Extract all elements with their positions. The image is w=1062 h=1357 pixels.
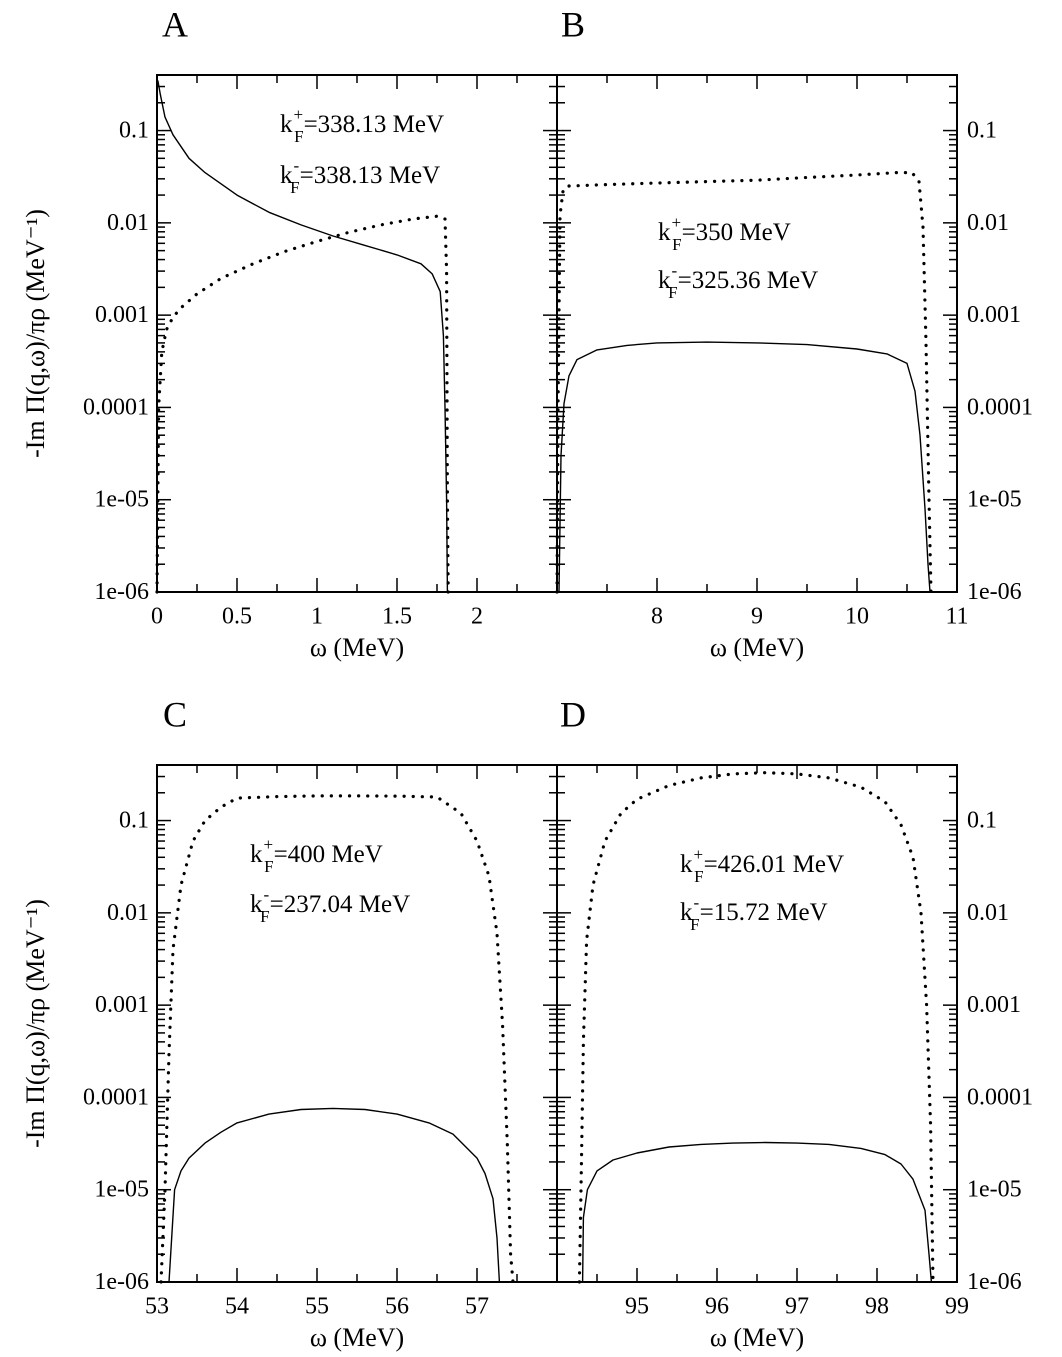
panel-c-xtick-label: 53 — [145, 1294, 169, 1320]
panel-b-xtick-label: 11 — [945, 604, 968, 630]
panel-c-ytick-label: 0.001 — [95, 992, 149, 1018]
panel-d-ytick-label: 0.001 — [967, 992, 1021, 1018]
panel-d-ytick-label: 1e-05 — [967, 1177, 1022, 1203]
panel-c-ytick-label: 1e-06 — [94, 1269, 149, 1295]
panel-a-xtick-label: 0 — [151, 604, 163, 630]
panel-a-ytick-label: 1e-05 — [94, 487, 149, 513]
panel-b-xtick-label: 8 — [651, 604, 663, 630]
panel-d-kf-annotation: k-F=15.72 MeV — [680, 893, 828, 934]
plot-lines — [155, 80, 935, 1284]
panel-b-frame — [556, 74, 958, 593]
panel-d-xtick-label: 98 — [865, 1294, 889, 1320]
panel-c-series-solid — [168, 1107, 501, 1283]
panel-b-xtick-label: 9 — [751, 604, 763, 630]
panel-b-ytick-label: 0.01 — [967, 210, 1009, 236]
panel-a-ytick-label: 0.0001 — [83, 394, 149, 420]
panel-b-series-solid — [558, 341, 931, 593]
panel-d-xlabel: ω (MeV) — [710, 1323, 804, 1352]
panel-d-xtick-label: 95 — [625, 1294, 649, 1320]
panel-a-ytick-label: 1e-06 — [94, 579, 149, 605]
panel-b-ytick-label: 0.0001 — [967, 394, 1033, 420]
panel-c-title: C — [163, 694, 187, 734]
panel-d-frame — [556, 764, 958, 1283]
panel-c-ytick-label: 0.01 — [107, 900, 149, 926]
panel-a-xtick-label: 0.5 — [222, 604, 252, 630]
panel-a-ylabel: -Im Π(q,ω)/πρ (MeV⁻¹) — [21, 209, 50, 458]
panel-b-series-dotted — [555, 171, 933, 594]
panel-d-kf-annotation: k+ F=426.01 MeV — [680, 845, 844, 886]
panel-a-xlabel: ω (MeV) — [310, 633, 404, 662]
panel-d-title: D — [560, 694, 586, 734]
panel-d-ytick-label: 0.01 — [967, 900, 1009, 926]
panel-b-xlabel: ω (MeV) — [710, 633, 804, 662]
panel-c-ylabel: -Im Π(q,ω)/πρ (MeV⁻¹) — [21, 899, 50, 1148]
panel-a-frame — [156, 74, 558, 593]
panel-c-xtick-label: 56 — [385, 1294, 409, 1320]
panel-d-xtick-label: 99 — [945, 1294, 969, 1320]
panel-b-ytick-label: 0.001 — [967, 302, 1021, 328]
panel-a-title: A — [162, 4, 188, 44]
panel-b-xtick-label: 10 — [845, 604, 869, 630]
panel-c-ytick-label: 1e-05 — [94, 1177, 149, 1203]
panel-a-kf-annotation: k+ F=338.13 MeV — [280, 105, 444, 146]
panel-b-ytick-label: 1e-05 — [967, 487, 1022, 513]
panel-c-xtick-label: 55 — [305, 1294, 329, 1320]
panel-b-ytick-label: 0.1 — [967, 118, 997, 144]
panel-d-ytick-label: 0.1 — [967, 808, 997, 834]
panel-c-xlabel: ω (MeV) — [310, 1323, 404, 1352]
panel-c-ytick-label: 0.0001 — [83, 1084, 149, 1110]
panel-a-kf-annotation: k-F=338.13 MeV — [280, 156, 440, 197]
plot-text: A 1e-06 1e-05 0.0001 0.001 0.01 0.1 0 0.5 1 1.5 2 ω … — [21, 4, 1033, 1352]
panel-a-xtick-label: 2 — [471, 604, 483, 630]
panel-c-xtick-label: 54 — [225, 1294, 249, 1320]
panel-a-ytick-label: 0.001 — [95, 302, 149, 328]
panel-a-xtick-label: 1.5 — [382, 604, 412, 630]
panel-c-ytick-label: 0.1 — [119, 808, 149, 834]
panel-d-xtick-label: 96 — [705, 1294, 729, 1320]
panel-d-xtick-label: 97 — [785, 1294, 809, 1320]
panel-a-xtick-label: 1 — [311, 604, 323, 630]
panel-c-kf-annotation: k+ F=400 MeV — [250, 835, 383, 876]
panel-b-title: B — [561, 4, 585, 44]
plot-frames — [156, 74, 958, 1283]
panel-c-kf-annotation: k-F=237.04 MeV — [250, 885, 410, 926]
panel-b-kf-annotation: k+ F=350 MeV — [658, 213, 791, 254]
panel-a-ytick-label: 0.1 — [119, 118, 149, 144]
panel-d-ytick-label: 0.0001 — [967, 1084, 1033, 1110]
panel-d-series-dotted — [577, 771, 935, 1284]
panel-d-ytick-label: 1e-06 — [967, 1269, 1022, 1295]
panel-a-ytick-label: 0.01 — [107, 210, 149, 236]
panel-c-xtick-label: 57 — [465, 1294, 489, 1320]
panel-d-series-solid — [581, 1141, 933, 1283]
panel-a-series-dotted — [155, 214, 450, 594]
panel-c-series-dotted — [159, 794, 515, 1284]
panel-b-kf-annotation: k-F=325.36 MeV — [658, 261, 818, 302]
panel-a-series-solid — [157, 80, 449, 593]
panel-b-ytick-label: 1e-06 — [967, 579, 1022, 605]
